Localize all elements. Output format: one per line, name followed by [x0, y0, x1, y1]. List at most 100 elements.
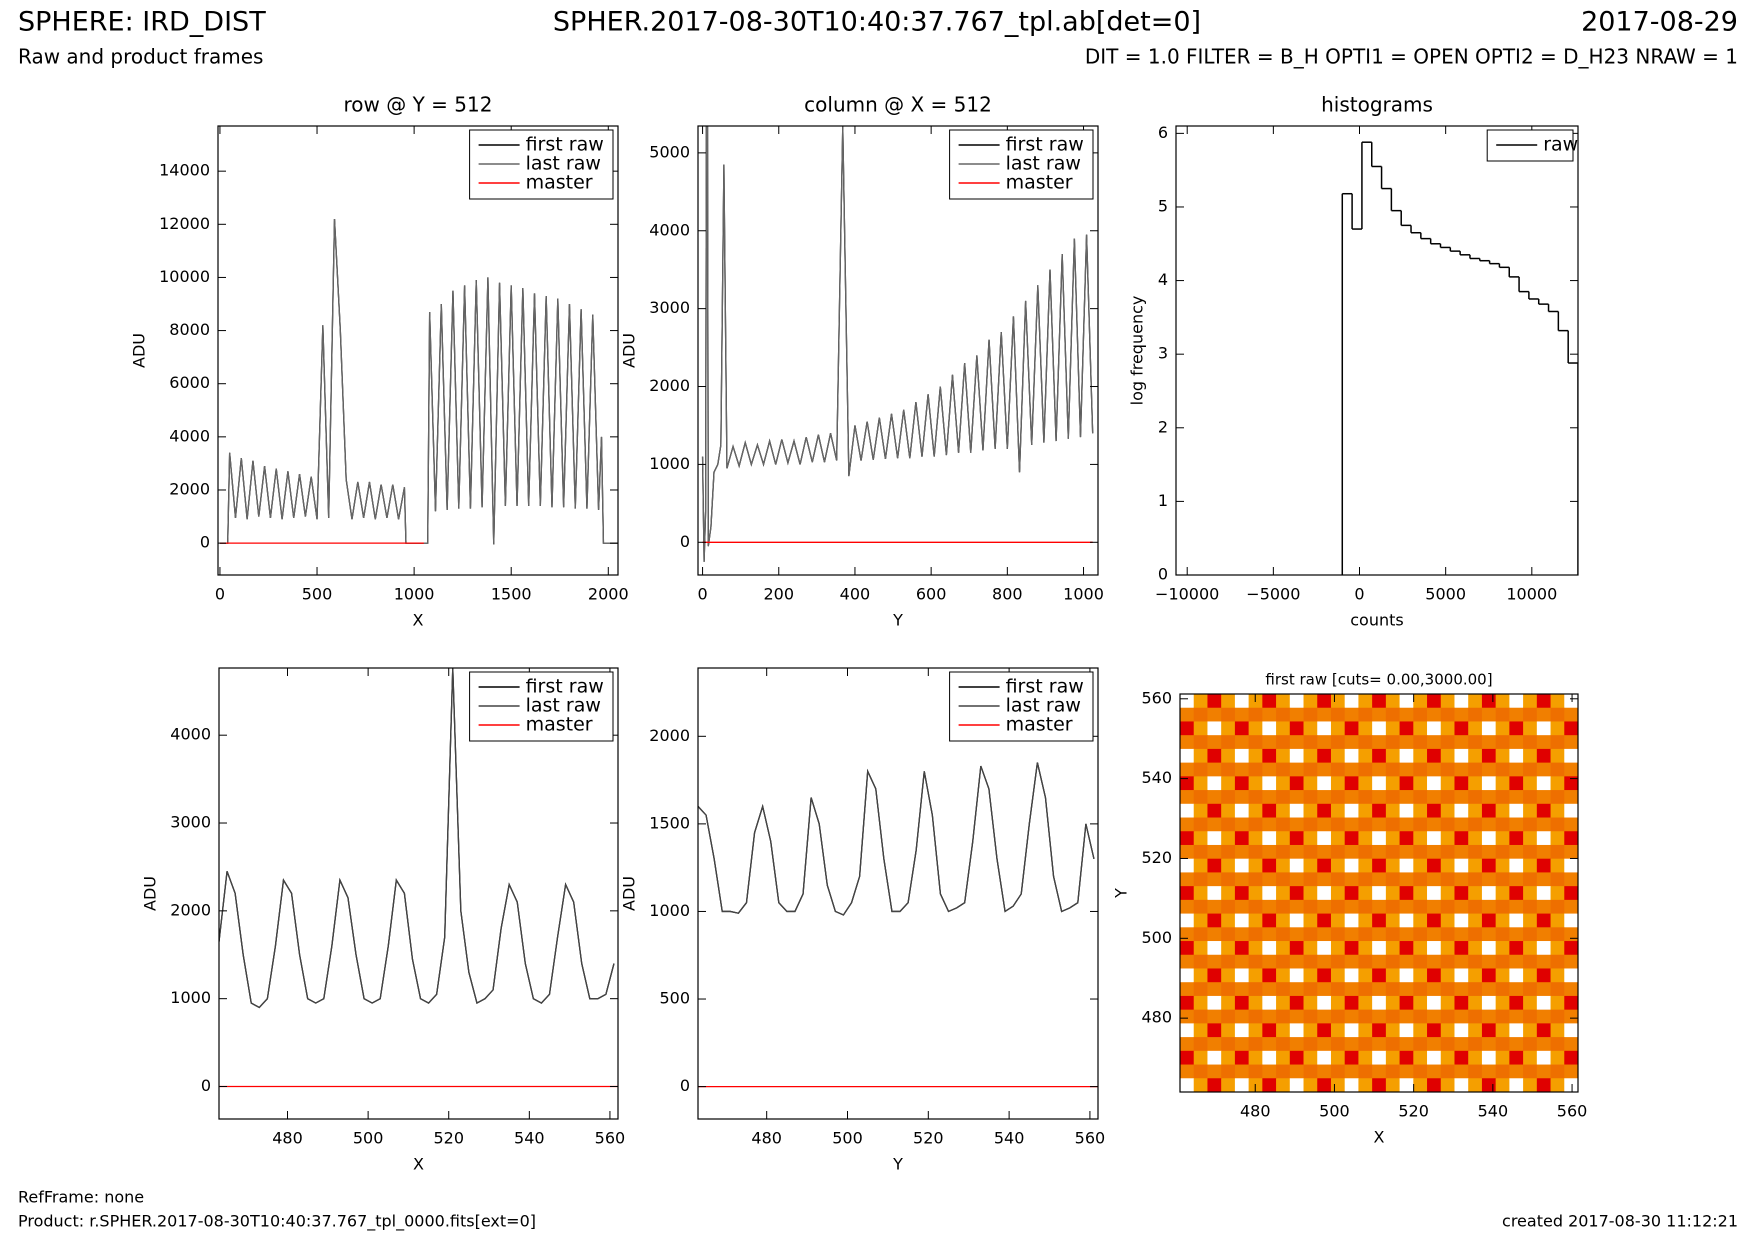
heatmap-cell [1248, 790, 1263, 805]
heatmap-cell [1385, 803, 1400, 818]
heatmap-cell [1413, 817, 1428, 832]
heatmap-cell [1344, 1064, 1359, 1079]
heatmap-cell [1358, 1023, 1373, 1038]
heatmap-cell [1221, 968, 1236, 983]
y-tick-label: 480 [1141, 1008, 1172, 1027]
axes-frame [1179, 693, 1579, 1093]
y-axis-label: ADU [141, 876, 160, 911]
heatmap-cell [1262, 1064, 1277, 1079]
heatmap-cell [1372, 762, 1387, 777]
heatmap-cell [1468, 858, 1483, 873]
heatmap-cell [1221, 1023, 1236, 1038]
heatmap-cell [1234, 872, 1250, 887]
heatmap-cell [1536, 886, 1551, 901]
heatmap-cell [1536, 927, 1551, 942]
heatmap-cell [1344, 817, 1359, 832]
heatmap-cell [1344, 844, 1359, 860]
heatmap-cell [1399, 1050, 1414, 1065]
plot-area [219, 668, 618, 1088]
heatmap-cell [1440, 762, 1455, 777]
heatmap-cell [1248, 913, 1263, 928]
heatmap-cell [1193, 790, 1208, 805]
heatmap-cell [1385, 941, 1400, 956]
heatmap-cell [1413, 858, 1428, 873]
heatmap-cell [1276, 735, 1291, 750]
heatmap-cell [1248, 927, 1263, 942]
heatmap-cell [1358, 817, 1373, 832]
heatmap-cell [1523, 1064, 1538, 1079]
heatmap-cell [1193, 803, 1208, 818]
heatmap-cell [1468, 982, 1483, 997]
heatmap-cell [1276, 1050, 1291, 1065]
x-tick-label: 560 [1075, 1129, 1106, 1148]
heatmap-cell [1495, 1009, 1510, 1024]
heatmap-cell [1358, 899, 1373, 914]
heatmap-cell [1564, 762, 1578, 777]
heatmap-cell [1221, 941, 1236, 956]
heatmap-cell [1523, 982, 1538, 997]
heatmap-cell [1550, 968, 1565, 983]
heatmap-cell [1372, 1023, 1387, 1038]
heatmap-cell [1495, 776, 1510, 791]
heatmap-cell [1454, 817, 1469, 832]
heatmap-cell [1468, 1023, 1483, 1038]
heatmap-cell [1289, 762, 1304, 777]
heatmap-cell [1523, 1078, 1538, 1092]
heatmap-cell [1330, 748, 1346, 764]
heatmap-cell [1413, 1023, 1428, 1038]
heatmap-cell [1344, 707, 1359, 722]
heatmap-cell [1427, 886, 1442, 901]
heatmap-cell [1344, 968, 1359, 983]
x-tick-label: 560 [1557, 1102, 1588, 1121]
heatmap-cell [1289, 831, 1304, 846]
heatmap-cell [1358, 886, 1373, 901]
heatmap-cell [1427, 954, 1442, 969]
heatmap-cell [1330, 1037, 1346, 1052]
heatmap-cell [1344, 954, 1359, 969]
heatmap-cell [1413, 776, 1428, 791]
heatmap-cell [1193, 762, 1208, 777]
heatmap-cell [1427, 927, 1442, 942]
heatmap-cell [1481, 844, 1497, 860]
heatmap-cell [1303, 790, 1318, 805]
heatmap-cell [1303, 913, 1318, 928]
heatmap-cell [1262, 776, 1277, 791]
heatmap-cell [1330, 735, 1346, 750]
heatmap-cell [1358, 803, 1373, 818]
heatmap-cell [1248, 1023, 1263, 1038]
heatmap-cell [1193, 913, 1208, 928]
heatmap-cell [1193, 694, 1208, 709]
heatmap-cell [1358, 1078, 1373, 1092]
heatmap-cell [1413, 913, 1428, 928]
heatmap-cell [1207, 913, 1222, 928]
heatmap-cell [1413, 748, 1428, 764]
heatmap-cell [1440, 899, 1455, 914]
heatmap-cell [1289, 844, 1304, 860]
x-tick-label: 600 [916, 585, 947, 604]
heatmap-cell [1550, 844, 1565, 860]
heatmap-cell [1193, 776, 1208, 791]
heatmap-cell [1454, 790, 1469, 805]
heatmap-cell [1358, 762, 1373, 777]
heatmap-cell [1289, 982, 1304, 997]
y-tick-label: 2000 [170, 900, 211, 919]
heatmap-cell [1454, 913, 1469, 928]
heatmap-cell [1550, 1050, 1565, 1065]
x-tick-label: 2000 [588, 585, 629, 604]
heatmap-cell [1289, 872, 1304, 887]
heatmap-cell [1234, 1037, 1250, 1052]
heatmap-cell [1372, 803, 1387, 818]
heatmap-cell [1468, 707, 1483, 722]
heatmap-cell [1289, 735, 1304, 750]
heatmap-cell [1276, 1037, 1291, 1052]
heatmap-cell [1207, 927, 1222, 942]
heatmap-cell [1468, 1064, 1483, 1079]
heatmap-cell [1564, 927, 1578, 942]
heatmap-cell [1523, 858, 1538, 873]
heatmap-cell [1523, 1009, 1538, 1024]
heatmap-cell [1207, 1050, 1222, 1065]
heatmap-cell [1180, 694, 1195, 709]
heatmap-cell [1495, 707, 1510, 722]
heatmap-cell [1372, 776, 1387, 791]
